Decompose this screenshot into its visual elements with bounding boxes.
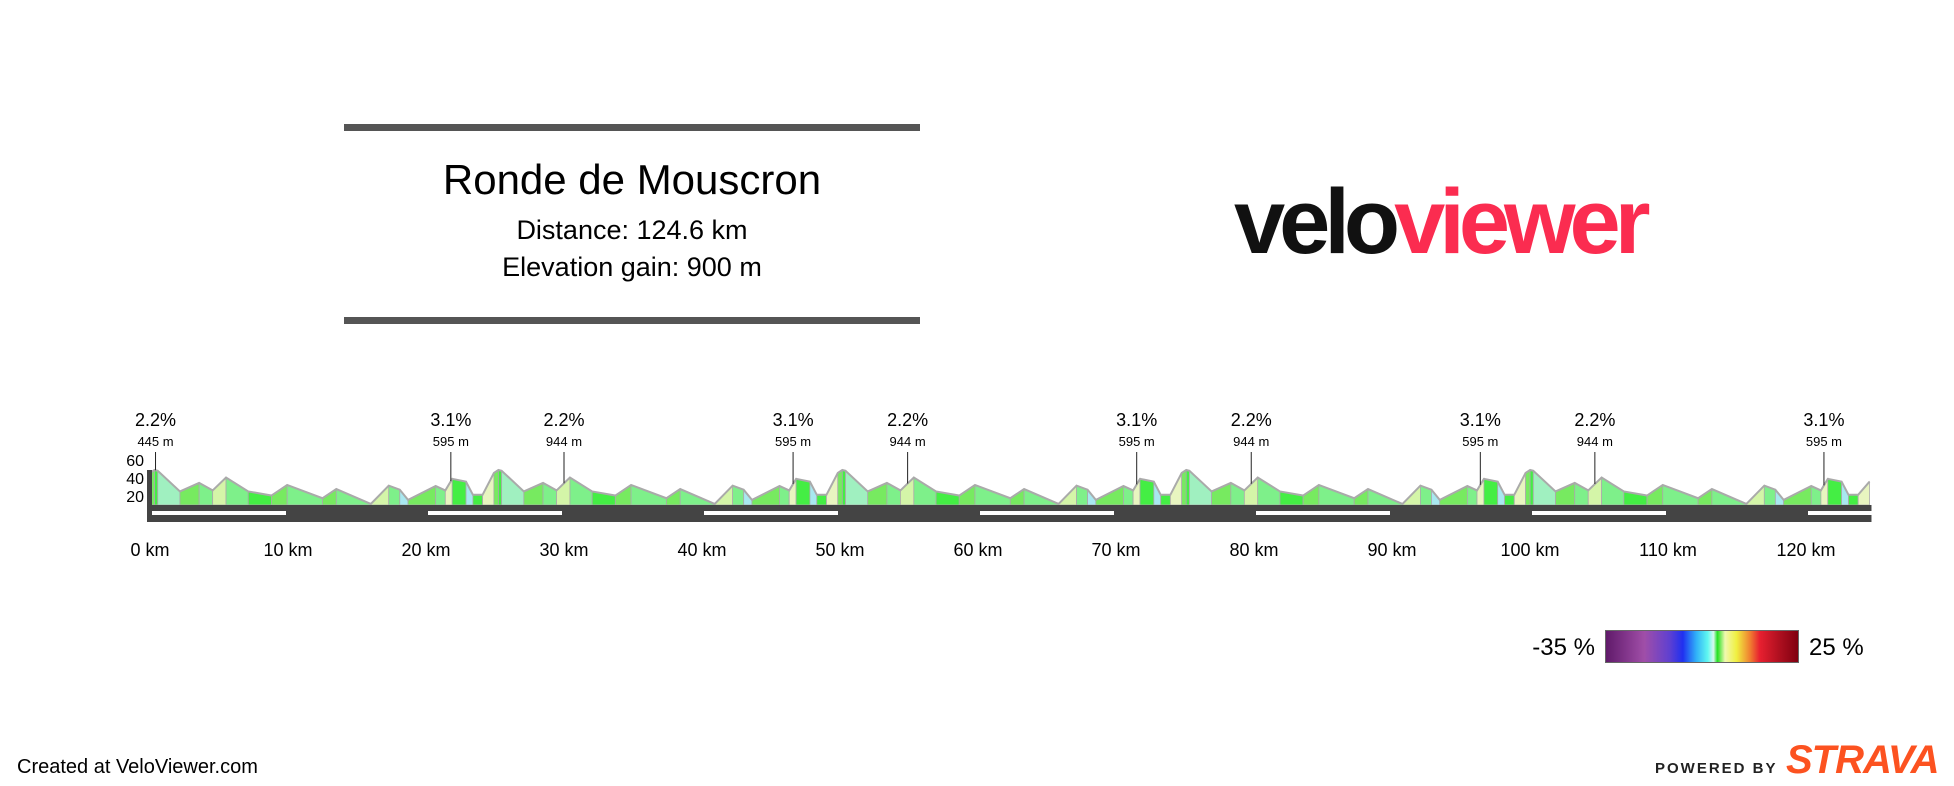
distance-bar-segment: [1532, 511, 1666, 515]
x-tick-label: 80 km: [1229, 540, 1278, 560]
x-tick-label: 100 km: [1500, 540, 1559, 560]
profile-outline: [149, 468, 1871, 506]
profile-segment: [795, 478, 811, 506]
y-tick-label: 40: [126, 471, 144, 488]
profile-segment: [498, 469, 503, 506]
profile-segment: [1160, 494, 1171, 506]
climb-length-label: 944 m: [1577, 434, 1613, 449]
profile-segment: [1257, 476, 1281, 506]
profile-segment: [556, 476, 571, 506]
climb-gradient-label: 3.1%: [1803, 410, 1844, 430]
climb-length-label: 595 m: [1119, 434, 1155, 449]
profile-segment: [1181, 469, 1187, 506]
profile-segment: [212, 476, 227, 506]
distance-bar-segment: [704, 511, 838, 515]
profile-segment: [451, 478, 467, 506]
climb-gradient-label: 2.2%: [135, 410, 176, 430]
logo-viewer: viewer: [1394, 171, 1650, 273]
profile-segment: [1139, 478, 1155, 506]
distance-bar-segment: [1808, 511, 1942, 515]
distance-bar-segment: [428, 511, 562, 515]
x-tick-label: 60 km: [953, 540, 1002, 560]
climb-length-label: 595 m: [775, 434, 811, 449]
climb-gradient-label: 2.2%: [887, 410, 928, 430]
climb-gradient-label: 3.1%: [1116, 410, 1157, 430]
legend-min-label: -35 %: [1532, 634, 1595, 661]
climb-length-label: 944 m: [546, 434, 582, 449]
x-tick-label: 0 km: [130, 540, 169, 560]
profile-segment: [1601, 476, 1625, 506]
climb-gradient-label: 2.2%: [1574, 410, 1615, 430]
strava-logo: STRAVA: [1786, 738, 1940, 782]
route-title: Ronde de Mouscron: [442, 156, 822, 203]
profile-segment: [913, 476, 937, 506]
distance-bar-segment: [1256, 511, 1390, 515]
profile-segment: [472, 494, 483, 506]
powered-by-text: POWERED BY: [1655, 760, 1778, 777]
x-tick-label: 120 km: [1776, 540, 1835, 560]
x-tick-label: 30 km: [539, 540, 588, 560]
profile-segment: [1185, 469, 1190, 506]
x-tick-label: 110 km: [1639, 540, 1697, 560]
profile-segment: [1483, 478, 1499, 506]
created-at-text: Created at VeloViewer.com: [17, 756, 258, 778]
climb-gradient-label: 2.2%: [1231, 410, 1272, 430]
profile-segment: [1525, 469, 1531, 506]
legend-max-label: 25 %: [1809, 634, 1864, 661]
profile-segment: [1529, 469, 1534, 506]
route-elevation-gain: Elevation gain: 900 m: [502, 252, 762, 282]
x-tick-label: 70 km: [1091, 540, 1140, 560]
y-axis-bar: [147, 470, 152, 505]
climb-length-label: 595 m: [433, 434, 469, 449]
x-tick-label: 40 km: [677, 540, 726, 560]
climb-length-label: 595 m: [1806, 434, 1842, 449]
climb-length-label: 595 m: [1462, 434, 1498, 449]
header-bottom-rule: [344, 317, 920, 324]
climb-gradient-label: 3.1%: [773, 410, 814, 430]
distance-bar-segment: [152, 511, 286, 515]
profile-segment: [816, 494, 827, 506]
y-tick-label: 20: [126, 489, 144, 506]
profile-segment: [1848, 494, 1859, 506]
climb-gradient-label: 3.1%: [430, 410, 471, 430]
profile-segment: [1504, 494, 1515, 506]
profile-segment: [154, 469, 159, 506]
climb-gradient-label: 3.1%: [1460, 410, 1501, 430]
logo-velo: velo: [1234, 171, 1400, 273]
route-distance: Distance: 124.6 km: [516, 215, 748, 245]
climb-length-label: 944 m: [890, 434, 926, 449]
profile-segment: [1827, 478, 1843, 506]
profile-segment: [837, 469, 843, 506]
climb-length-label: 944 m: [1233, 434, 1269, 449]
profile-segment: [569, 476, 593, 506]
y-tick-label: 60: [126, 453, 144, 470]
header-top-rule: [344, 124, 920, 131]
profile-segment: [493, 469, 499, 506]
x-tick-label: 90 km: [1367, 540, 1416, 560]
climb-gradient-label: 2.2%: [543, 410, 584, 430]
x-tick-label: 50 km: [815, 540, 864, 560]
profile-segment: [841, 469, 846, 506]
distance-bar-segment: [980, 511, 1114, 515]
profile-segment: [225, 476, 249, 506]
x-tick-label: 10 km: [263, 540, 312, 560]
x-tick-label: 20 km: [401, 540, 450, 560]
climb-length-label: 445 m: [137, 434, 173, 449]
gradient-color-legend: [1605, 630, 1799, 663]
veloviewer-logo: veloviewer: [1234, 176, 1651, 268]
